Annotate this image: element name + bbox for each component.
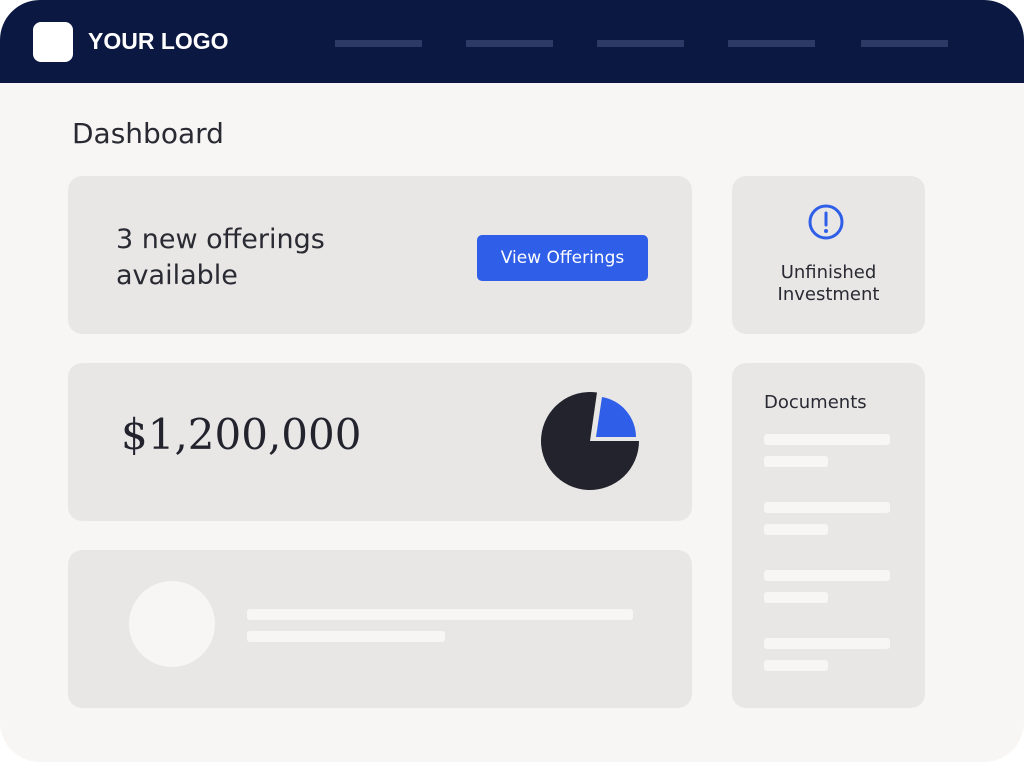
alert-icon (808, 204, 844, 240)
doc-placeholder (764, 524, 828, 535)
doc-placeholder[interactable] (764, 570, 890, 581)
balance-amount: $1,200,000 (121, 410, 362, 459)
header: YOUR LOGO (0, 0, 1024, 83)
nav-item[interactable] (466, 40, 553, 47)
nav-item[interactable] (335, 40, 422, 47)
doc-placeholder[interactable] (764, 502, 890, 513)
page-title: Dashboard (72, 117, 224, 150)
nav-item[interactable] (861, 40, 948, 47)
offerings-card: 3 new offerings available View Offerings (68, 176, 692, 334)
documents-card: Documents (732, 363, 925, 708)
alert-text: Unfinished Investment (777, 262, 880, 305)
doc-placeholder (764, 592, 828, 603)
offerings-text: 3 new offerings available (116, 224, 325, 291)
nav-item[interactable] (597, 40, 684, 47)
documents-title: Documents (764, 392, 867, 413)
logo[interactable]: YOUR LOGO (88, 28, 229, 54)
text-placeholder (247, 609, 633, 620)
alert-card[interactable]: Unfinished Investment (732, 176, 925, 334)
balance-card: $1,200,000 (68, 363, 692, 521)
doc-placeholder (764, 660, 828, 671)
view-offerings-button[interactable]: View Offerings (477, 235, 648, 281)
placeholder-card (68, 550, 692, 708)
avatar-placeholder (129, 581, 215, 667)
pie-icon (541, 391, 639, 490)
nav-item[interactable] (728, 40, 815, 47)
doc-placeholder (764, 456, 828, 467)
doc-placeholder[interactable] (764, 434, 890, 445)
logo-icon (33, 22, 73, 62)
text-placeholder (247, 631, 445, 642)
doc-placeholder[interactable] (764, 638, 890, 649)
